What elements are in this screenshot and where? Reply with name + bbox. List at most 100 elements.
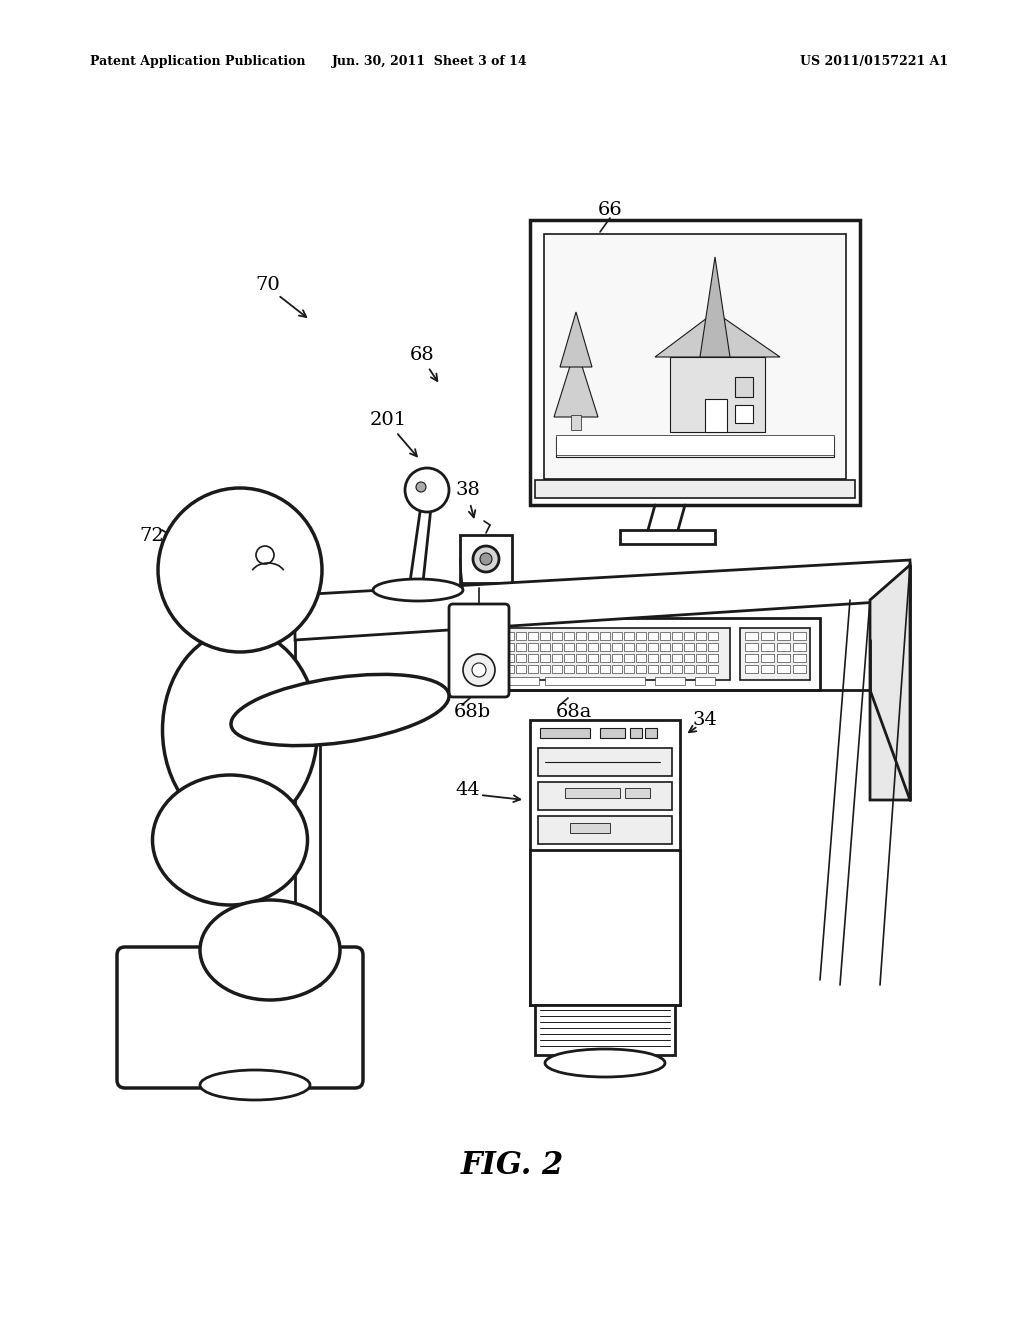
- Bar: [672, 653, 682, 663]
- Circle shape: [406, 469, 449, 512]
- Bar: [565, 788, 620, 799]
- Bar: [777, 632, 790, 640]
- Bar: [624, 653, 634, 663]
- Text: US 2011/0157221 A1: US 2011/0157221 A1: [800, 55, 948, 69]
- Bar: [636, 665, 646, 673]
- Bar: [504, 665, 514, 673]
- Bar: [504, 643, 514, 651]
- Bar: [636, 643, 646, 651]
- Bar: [600, 653, 610, 663]
- Polygon shape: [655, 312, 780, 356]
- Bar: [624, 632, 634, 640]
- Bar: [530, 220, 860, 506]
- Bar: [624, 665, 634, 673]
- Bar: [648, 665, 658, 673]
- Bar: [504, 677, 539, 685]
- Ellipse shape: [373, 579, 463, 601]
- Bar: [612, 653, 622, 663]
- Bar: [648, 643, 658, 651]
- Bar: [535, 480, 855, 498]
- Bar: [761, 653, 774, 663]
- Bar: [708, 643, 718, 651]
- Bar: [528, 665, 538, 673]
- Bar: [745, 665, 758, 673]
- Bar: [490, 618, 820, 690]
- Ellipse shape: [163, 630, 317, 830]
- Bar: [612, 665, 622, 673]
- Bar: [500, 628, 730, 680]
- Bar: [708, 665, 718, 673]
- Bar: [684, 632, 694, 640]
- Bar: [793, 643, 806, 651]
- Circle shape: [473, 546, 499, 572]
- Circle shape: [256, 546, 274, 564]
- Bar: [740, 628, 810, 680]
- Bar: [544, 234, 846, 479]
- Polygon shape: [556, 437, 834, 457]
- Bar: [516, 665, 526, 673]
- Bar: [600, 665, 610, 673]
- Text: 68: 68: [410, 346, 434, 364]
- Text: 44: 44: [456, 781, 480, 799]
- Bar: [777, 665, 790, 673]
- Text: 72: 72: [139, 527, 165, 545]
- Polygon shape: [295, 560, 910, 640]
- Bar: [516, 653, 526, 663]
- Bar: [612, 643, 622, 651]
- Bar: [696, 653, 706, 663]
- Bar: [761, 665, 774, 673]
- Bar: [648, 653, 658, 663]
- Bar: [660, 653, 670, 663]
- Bar: [460, 618, 498, 649]
- Bar: [564, 632, 574, 640]
- Bar: [684, 643, 694, 651]
- Bar: [564, 665, 574, 673]
- Bar: [793, 632, 806, 640]
- Text: 68b: 68b: [454, 704, 492, 721]
- Ellipse shape: [200, 900, 340, 1001]
- Bar: [530, 719, 680, 1005]
- Bar: [670, 356, 765, 432]
- Bar: [570, 822, 610, 833]
- Polygon shape: [554, 347, 598, 417]
- Bar: [575, 632, 586, 640]
- Bar: [540, 632, 550, 640]
- Polygon shape: [560, 312, 592, 367]
- Circle shape: [472, 663, 486, 677]
- Bar: [552, 632, 562, 640]
- Bar: [516, 632, 526, 640]
- Circle shape: [480, 553, 492, 565]
- Text: 70: 70: [256, 276, 281, 294]
- Bar: [625, 788, 650, 799]
- Bar: [761, 632, 774, 640]
- Bar: [630, 729, 642, 738]
- Bar: [564, 643, 574, 651]
- Bar: [660, 632, 670, 640]
- Circle shape: [158, 488, 322, 652]
- Text: Patent Application Publication: Patent Application Publication: [90, 55, 305, 69]
- Text: FIG. 2: FIG. 2: [461, 1150, 563, 1180]
- Bar: [745, 653, 758, 663]
- Ellipse shape: [200, 1071, 310, 1100]
- Bar: [588, 665, 598, 673]
- Bar: [538, 781, 672, 810]
- Bar: [695, 677, 715, 685]
- Ellipse shape: [153, 775, 307, 906]
- Bar: [538, 748, 672, 776]
- Text: 34: 34: [692, 711, 718, 729]
- Bar: [660, 643, 670, 651]
- Bar: [735, 378, 753, 397]
- Bar: [540, 653, 550, 663]
- Bar: [552, 665, 562, 673]
- Bar: [612, 632, 622, 640]
- Bar: [528, 632, 538, 640]
- Bar: [620, 531, 715, 544]
- Bar: [540, 665, 550, 673]
- Bar: [672, 665, 682, 673]
- Bar: [655, 677, 685, 685]
- Bar: [777, 653, 790, 663]
- Ellipse shape: [231, 675, 449, 746]
- Bar: [696, 665, 706, 673]
- Bar: [696, 643, 706, 651]
- Bar: [588, 643, 598, 651]
